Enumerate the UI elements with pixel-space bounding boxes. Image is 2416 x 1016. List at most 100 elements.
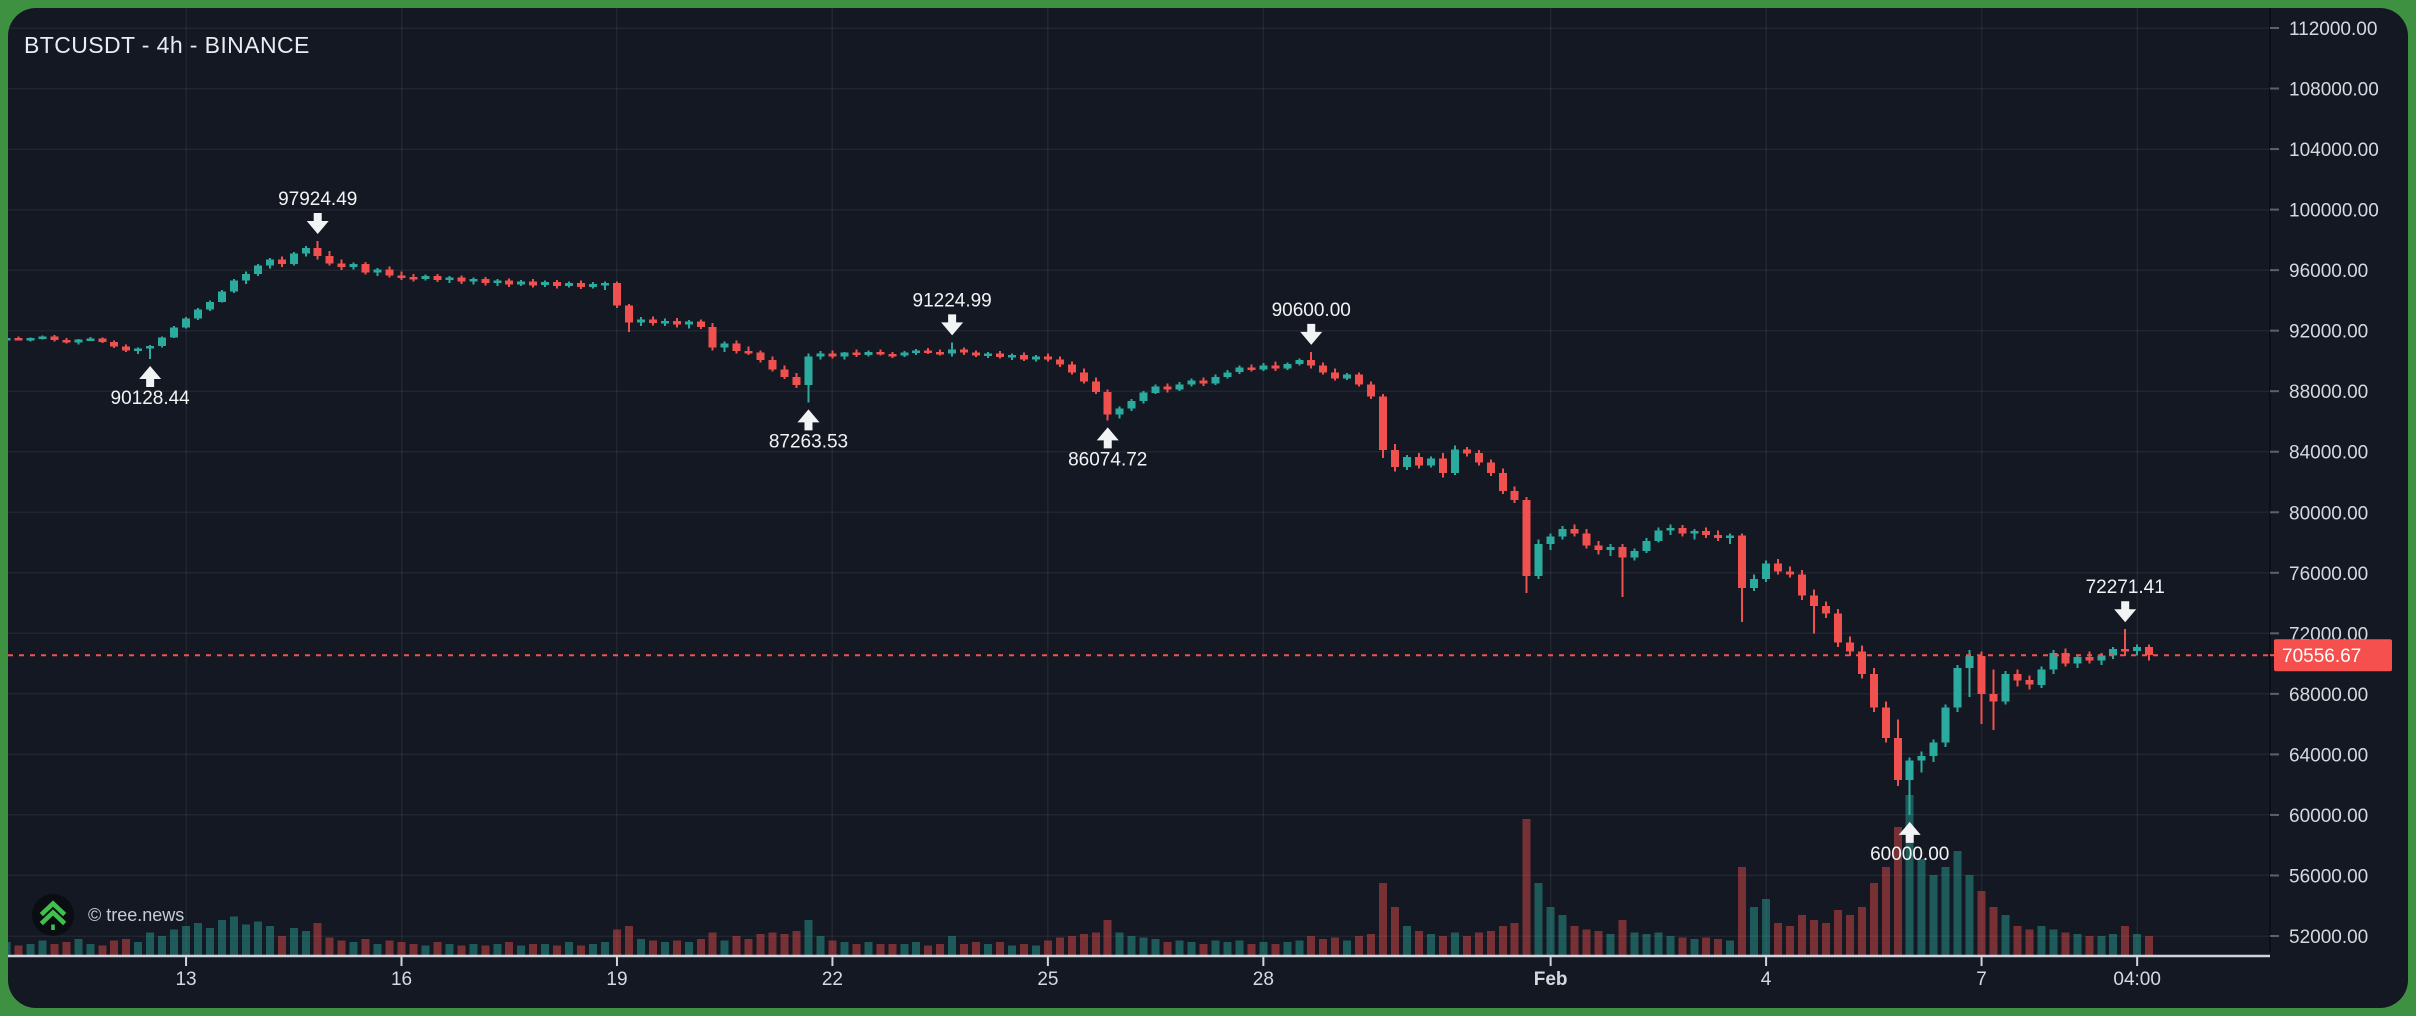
candle <box>1331 372 1340 379</box>
candle <box>1175 384 1184 390</box>
volume-bar <box>1522 819 1531 955</box>
candle <box>1977 656 1986 694</box>
candle <box>1115 408 1124 415</box>
volume-bar <box>2013 926 2022 955</box>
candle <box>170 327 179 338</box>
candle <box>2145 647 2154 656</box>
chart-title: BTCUSDT - 4h - BINANCE <box>24 32 310 58</box>
marker-label: 90600.00 <box>1272 300 1351 321</box>
candle <box>1714 535 1723 538</box>
candle <box>2061 653 2070 664</box>
volume-bar <box>1546 907 1555 955</box>
marker-label: 72271.41 <box>2086 577 2165 598</box>
candle <box>397 275 406 278</box>
candle <box>218 291 226 302</box>
candle <box>122 346 131 351</box>
volume-bar <box>1929 875 1938 955</box>
volume-bar <box>912 942 921 955</box>
volume-bar <box>1857 907 1866 955</box>
volume-bar <box>744 939 753 955</box>
candle <box>1271 365 1280 369</box>
candle <box>1821 606 1830 614</box>
volume-bar <box>601 942 609 955</box>
volume-bar <box>38 940 47 955</box>
candle <box>2109 649 2118 656</box>
candle <box>493 280 502 284</box>
volume-bar <box>1774 923 1783 955</box>
candle <box>1690 531 1699 534</box>
candle <box>2133 647 2142 651</box>
candle <box>301 248 310 254</box>
candle <box>1546 536 1555 545</box>
volume-bar <box>158 935 167 955</box>
volume-bar <box>1450 932 1459 955</box>
candle <box>804 356 813 386</box>
candle <box>445 277 454 281</box>
candle <box>577 283 586 287</box>
volume-bar <box>86 943 95 955</box>
volume-bar <box>1845 915 1854 955</box>
price-tick-label: 100000.00 <box>2289 201 2379 222</box>
candle <box>1127 401 1136 409</box>
volume-bar <box>1941 867 1950 955</box>
chart-canvas[interactable]: 90128.44 97924.49 87263.53 91224.99 86074.72… <box>8 8 2408 1008</box>
candle <box>1570 528 1579 534</box>
candle <box>1355 374 1364 385</box>
price-tick-label: 108000.00 <box>2289 80 2379 101</box>
candle <box>26 338 35 341</box>
candle <box>38 336 47 339</box>
candle <box>1881 707 1890 738</box>
candle <box>1857 651 1866 675</box>
price-tick-label: 56000.00 <box>2289 866 2368 887</box>
price-tick-label: 68000.00 <box>2289 685 2368 706</box>
candle <box>744 351 753 354</box>
volume-bar <box>241 924 250 955</box>
volume-bar <box>1391 907 1399 955</box>
candle <box>780 369 789 377</box>
volume-bar <box>1474 932 1483 955</box>
up-arrow-icon <box>1096 427 1119 449</box>
price-tick-label: 52000.00 <box>2289 927 2368 948</box>
candle <box>1786 571 1794 575</box>
candle <box>768 360 777 370</box>
candle <box>14 337 23 341</box>
time-axis[interactable]: 13 16 19 22 25 28 Feb 4 7 04:00 <box>8 954 2270 990</box>
price-axis[interactable]: 112000.00 108000.00 104000.00 100000.00 9600… <box>2269 8 2392 952</box>
volume-bar <box>1031 945 1040 955</box>
volume-bar <box>1498 926 1507 955</box>
candle <box>1391 450 1399 467</box>
candle <box>1462 449 1471 454</box>
tree-news-logo-icon[interactable] <box>31 893 75 937</box>
time-tick-label: Feb <box>1534 969 1568 990</box>
volume-bar <box>1151 939 1160 955</box>
candle <box>110 341 119 347</box>
volume-bar <box>565 942 574 955</box>
volume-bar <box>170 929 179 955</box>
candle <box>1223 372 1232 377</box>
candle <box>1426 458 1435 466</box>
candle <box>517 281 526 285</box>
candle <box>1893 737 1902 781</box>
candle <box>1774 563 1783 572</box>
candle <box>960 349 969 353</box>
volume-bar <box>1678 937 1687 955</box>
volume-bars <box>8 795 2154 955</box>
candle <box>1606 547 1615 551</box>
candle <box>720 343 729 348</box>
volume-bar <box>1558 915 1567 955</box>
candle <box>1965 656 1974 669</box>
volume-bar <box>1426 934 1435 955</box>
volume-bar <box>1247 943 1256 955</box>
volume-bar <box>1127 935 1136 955</box>
candle <box>2085 656 2094 661</box>
volume-bar <box>2073 934 2082 955</box>
candle <box>1415 457 1423 466</box>
candle <box>1283 364 1292 369</box>
volume-bar <box>1666 935 1675 955</box>
candle <box>1295 360 1304 364</box>
volume-bar <box>1786 926 1794 955</box>
price-tick-label: 64000.00 <box>2289 745 2368 766</box>
candle <box>1055 359 1064 365</box>
volume-bar <box>1582 929 1591 955</box>
